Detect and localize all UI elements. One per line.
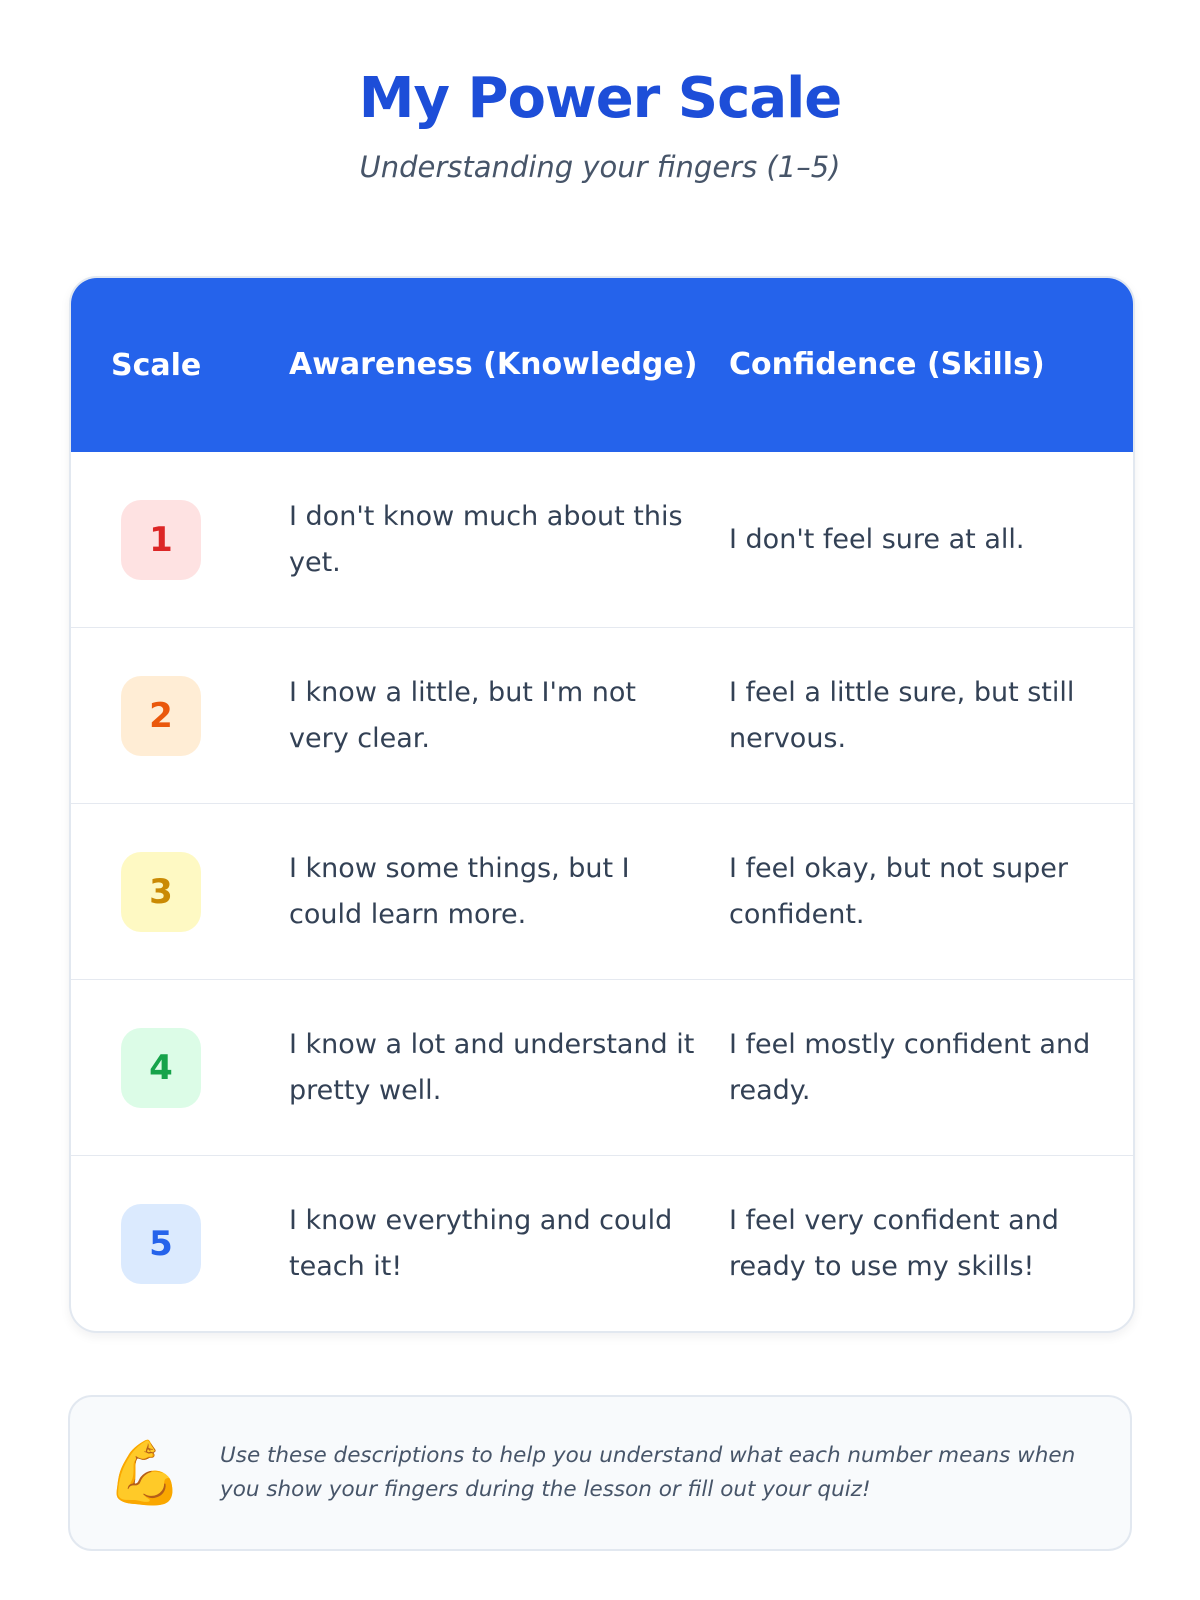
note-text: Use these descriptions to help you under… (220, 1443, 1076, 1502)
column-header-awareness: Awareness (Knowledge) (289, 347, 698, 382)
table-row: 1 I don't know much about this yet. I don'… (71, 452, 1133, 627)
scale-badge: 2 (121, 675, 201, 756)
scale-badge: 1 (121, 499, 201, 580)
table-row: 5 I know everything and could teach it! I … (71, 1155, 1133, 1331)
scale-cell: 3 (71, 851, 289, 932)
scale-cell: 2 (71, 675, 289, 756)
table-row: 4 I know a lot and understand it pretty w… (71, 979, 1133, 1155)
confidence-cell: I feel a little sure, but still nervous. (729, 676, 1075, 754)
column-header-scale: Scale (111, 347, 202, 383)
awareness-cell: I know a lot and understand it pretty we… (289, 1028, 695, 1106)
awareness-cell: I know a little, but I'm not very clear. (289, 676, 636, 754)
table-header: Scale Awareness (Knowledge) Confidence (… (71, 278, 1133, 452)
power-scale-table: Scale Awareness (Knowledge) Confidence (… (69, 276, 1135, 1333)
table-row: 3 I know some things, but I could learn m… (71, 803, 1133, 979)
awareness-cell: I know some things, but I could learn mo… (289, 852, 630, 930)
confidence-cell: I feel very confident and ready to use m… (729, 1204, 1059, 1282)
awareness-cell: I know everything and could teach it! (289, 1204, 673, 1282)
page-subtitle: Understanding your fingers (1–5) (359, 150, 841, 184)
info-note: 💪 Use these descriptions to help you und… (68, 1395, 1132, 1551)
scale-badge: 4 (121, 1027, 201, 1108)
confidence-cell: I don't feel sure at all. (729, 523, 1025, 555)
column-header-confidence: Confidence (Skills) (729, 347, 1045, 382)
scale-cell: 5 (71, 1203, 289, 1284)
confidence-cell: I feel mostly confident and ready. (729, 1028, 1091, 1106)
scale-cell: 4 (71, 1027, 289, 1108)
scale-cell: 1 (71, 499, 289, 580)
flexed-biceps-icon: 💪 (106, 1436, 184, 1509)
page-title: My Power Scale (358, 66, 843, 131)
scale-badge: 3 (121, 851, 201, 932)
awareness-cell: I don't know much about this yet. (289, 500, 683, 578)
scale-badge: 5 (121, 1203, 201, 1284)
confidence-cell: I feel okay, but not super confident. (729, 852, 1068, 930)
table-row: 2 I know a little, but I'm not very clear… (71, 627, 1133, 803)
